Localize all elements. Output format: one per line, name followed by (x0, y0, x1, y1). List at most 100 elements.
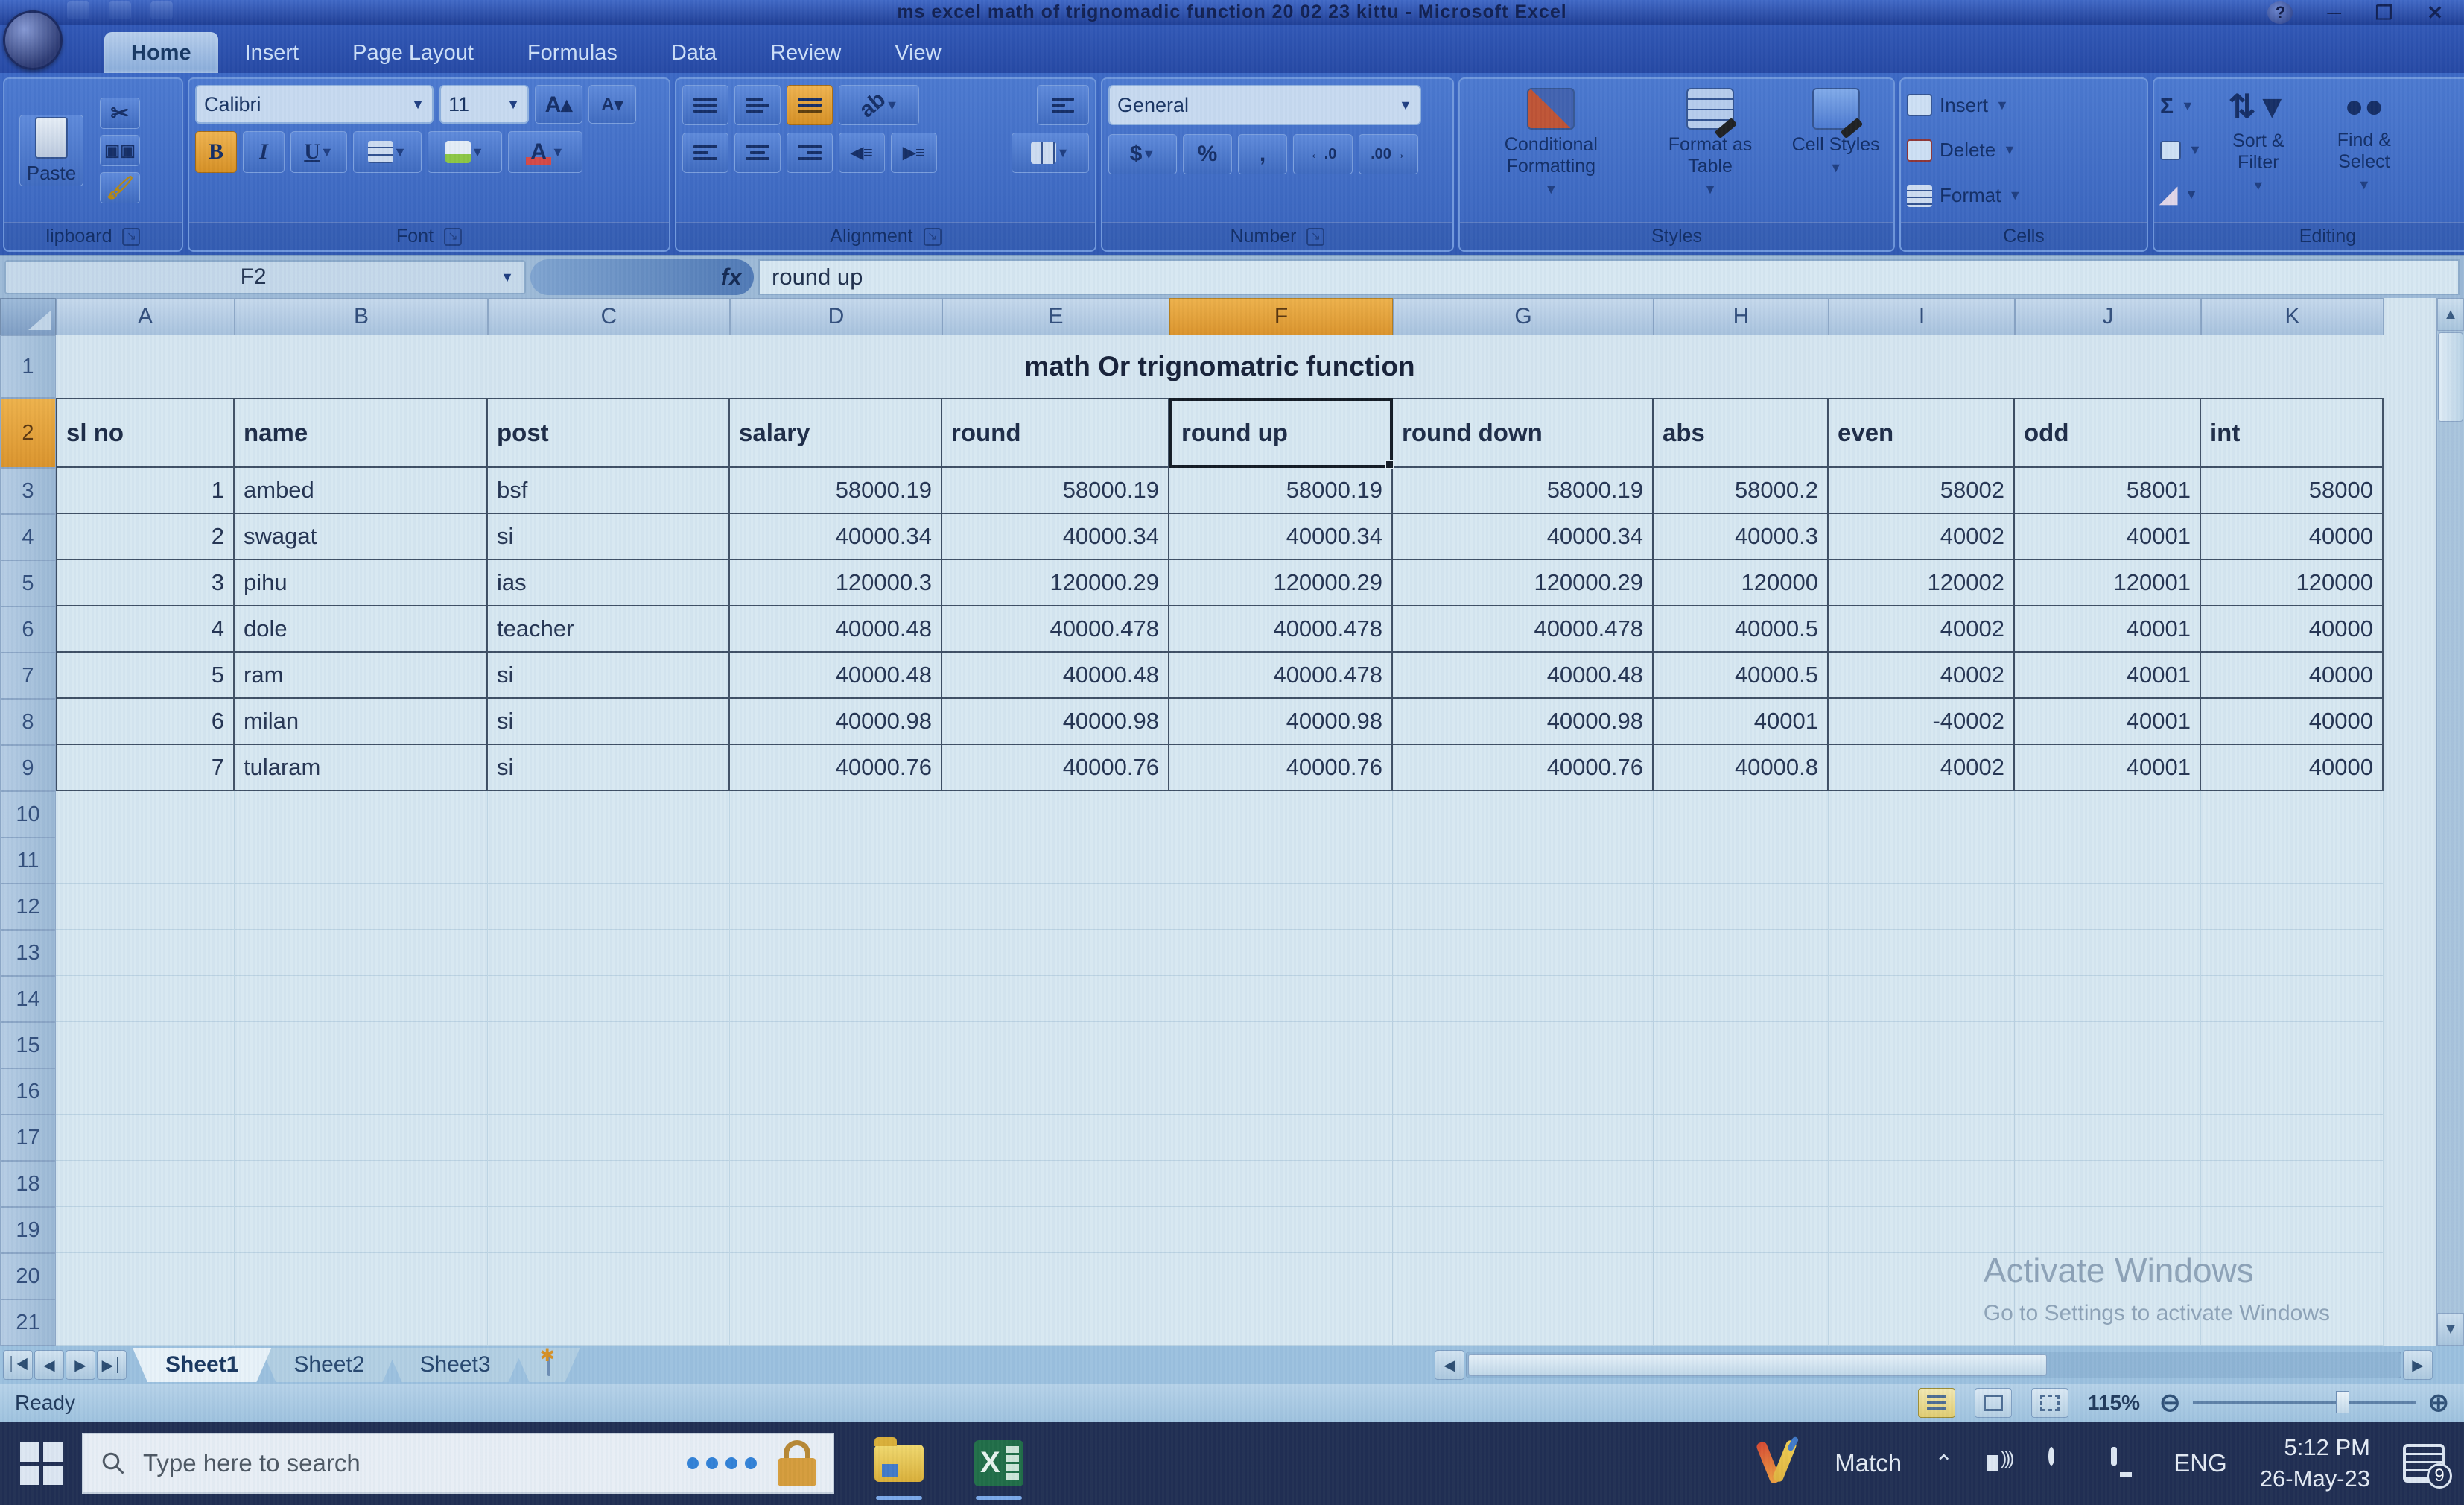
row-number-13[interactable]: 13 (0, 930, 56, 976)
cell-C16[interactable] (488, 1068, 730, 1115)
excel-taskbar-button[interactable] (971, 1436, 1026, 1500)
cell-J15[interactable] (2015, 1022, 2201, 1068)
cell-D18[interactable] (730, 1161, 942, 1207)
copy-button[interactable]: ▣▣ (100, 135, 140, 166)
cell-B13[interactable] (235, 930, 488, 976)
cell-E18[interactable] (942, 1161, 1169, 1207)
cell-C11[interactable] (488, 837, 730, 884)
cell-J20[interactable] (2015, 1253, 2201, 1299)
cell-I18[interactable] (1829, 1161, 2015, 1207)
cell-A12[interactable] (56, 884, 235, 930)
formula-input[interactable]: round up (758, 259, 2460, 295)
cell-D12[interactable] (730, 884, 942, 930)
cell-F14[interactable] (1169, 976, 1393, 1022)
cell-G5[interactable]: 120000.29 (1393, 560, 1654, 606)
cell-G16[interactable] (1393, 1068, 1654, 1115)
cell-D8[interactable]: 40000.98 (730, 699, 942, 745)
cell-C15[interactable] (488, 1022, 730, 1068)
accounting-format-button[interactable]: $ ▼ (1108, 134, 1177, 174)
format-cells-button[interactable]: Format ▼ (1907, 184, 2141, 207)
cell-J7[interactable]: 40001 (2015, 653, 2201, 699)
cell-B6[interactable]: dole (235, 606, 488, 653)
cell-H21[interactable] (1654, 1299, 1829, 1346)
close-button[interactable]: ✕ (2427, 1, 2443, 24)
cell-B18[interactable] (235, 1161, 488, 1207)
row-number-15[interactable]: 15 (0, 1022, 56, 1068)
cell-J19[interactable] (2015, 1207, 2201, 1253)
cell-H15[interactable] (1654, 1022, 1829, 1068)
underline-button[interactable]: U ▼ (290, 131, 347, 173)
zoom-thumb[interactable] (2335, 1391, 2349, 1413)
row-number-4[interactable]: 4 (0, 514, 56, 560)
cell-A3[interactable]: 1 (56, 468, 235, 514)
cell-D20[interactable] (730, 1253, 942, 1299)
align-right-button[interactable] (787, 133, 833, 173)
cell-H18[interactable] (1654, 1161, 1829, 1207)
cell-H4[interactable]: 40000.3 (1654, 514, 1829, 560)
page-layout-view-button[interactable] (1974, 1388, 2012, 1418)
show-hidden-icons-chevron[interactable]: ⌃ (1934, 1451, 1954, 1476)
cell-C19[interactable] (488, 1207, 730, 1253)
increase-decimal-button[interactable]: ←.0 (1293, 134, 1353, 174)
cell-E20[interactable] (942, 1253, 1169, 1299)
cell-K10[interactable] (2201, 791, 2384, 837)
cell-I4[interactable]: 40002 (1829, 514, 2015, 560)
cell-K14[interactable] (2201, 976, 2384, 1022)
next-sheet-icon[interactable]: ▶ (66, 1350, 95, 1380)
redo-icon[interactable] (150, 1, 173, 19)
cell-G14[interactable] (1393, 976, 1654, 1022)
horizontal-scroll-track[interactable] (1466, 1352, 2401, 1378)
italic-button[interactable]: I (243, 131, 285, 173)
cell-D4[interactable]: 40000.34 (730, 514, 942, 560)
number-format-combo[interactable]: General ▼ (1108, 85, 1421, 125)
font-size-combo[interactable]: 11 ▼ (439, 85, 529, 124)
cell-I15[interactable] (1829, 1022, 2015, 1068)
delete-cells-button[interactable]: Delete ▼ (1907, 139, 2141, 162)
notification-center-icon[interactable]: 9 (2403, 1444, 2452, 1489)
row-number-21[interactable]: 21 (0, 1299, 56, 1346)
restore-button[interactable]: ❐ (2375, 1, 2393, 24)
cell-H19[interactable] (1654, 1207, 1829, 1253)
cell-A11[interactable] (56, 837, 235, 884)
top-align-button[interactable] (682, 85, 728, 125)
cell-E13[interactable] (942, 930, 1169, 976)
cell-F15[interactable] (1169, 1022, 1393, 1068)
cell-F20[interactable] (1169, 1253, 1393, 1299)
minimize-button[interactable]: ─ (2327, 1, 2341, 24)
ribbon-tab-page-layout[interactable]: Page Layout (352, 41, 474, 65)
cell-H13[interactable] (1654, 930, 1829, 976)
match-app-icon[interactable] (1755, 1436, 1802, 1487)
find-select-button[interactable]: ●● Find & Select ▼ (2315, 85, 2413, 216)
cell-J18[interactable] (2015, 1161, 2201, 1207)
cell-D9[interactable]: 40000.76 (730, 745, 942, 791)
scroll-down-icon[interactable]: ▼ (2437, 1313, 2464, 1346)
cell-I21[interactable] (1829, 1299, 2015, 1346)
cell-I16[interactable] (1829, 1068, 2015, 1115)
cell-I11[interactable] (1829, 837, 2015, 884)
cell-E14[interactable] (942, 976, 1169, 1022)
cell-D5[interactable]: 120000.3 (730, 560, 942, 606)
cell-K19[interactable] (2201, 1207, 2384, 1253)
row-number-5[interactable]: 5 (0, 560, 56, 606)
cell-A13[interactable] (56, 930, 235, 976)
row-number-14[interactable]: 14 (0, 976, 56, 1022)
cell-B17[interactable] (235, 1115, 488, 1161)
cell-G9[interactable]: 40000.76 (1393, 745, 1654, 791)
cell-D14[interactable] (730, 976, 942, 1022)
cell-C18[interactable] (488, 1161, 730, 1207)
network-icon[interactable] (2111, 1447, 2141, 1477)
cell-K12[interactable] (2201, 884, 2384, 930)
cell-A9[interactable]: 7 (56, 745, 235, 791)
cell-C5[interactable]: ias (488, 560, 730, 606)
cell-E10[interactable] (942, 791, 1169, 837)
cell-J2[interactable]: odd (2015, 398, 2201, 468)
cell-H7[interactable]: 40000.5 (1654, 653, 1829, 699)
fill-color-button[interactable]: ▼ (428, 131, 502, 173)
cell-C6[interactable]: teacher (488, 606, 730, 653)
fill-button[interactable]: ▼ (2160, 140, 2202, 160)
insert-worksheet-tab[interactable] (515, 1348, 580, 1382)
cell-G2[interactable]: round down (1393, 398, 1654, 468)
column-header-F[interactable]: F (1169, 298, 1393, 335)
cell-styles-button[interactable]: Cell Styles ▼ (1787, 85, 1885, 216)
row-number-19[interactable]: 19 (0, 1207, 56, 1253)
